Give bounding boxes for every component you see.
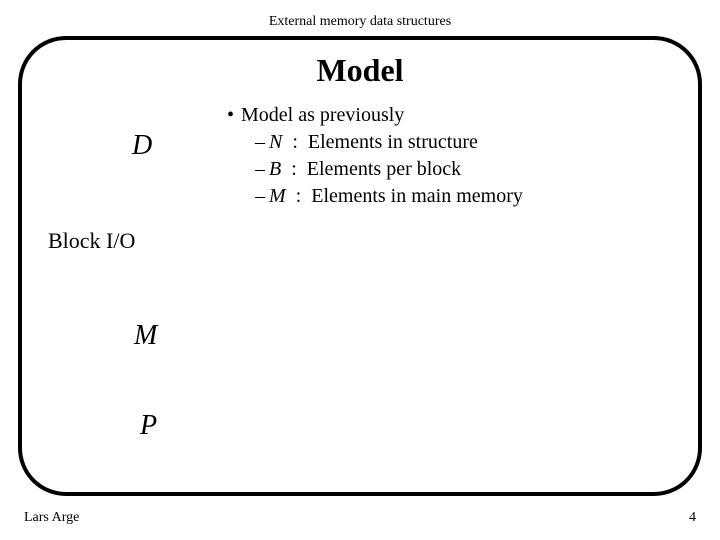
def-N-text: Elements in structure [308, 131, 478, 153]
diagram-label-M: M [134, 320, 157, 352]
bullet-lead-text: Model as previously [241, 104, 404, 126]
def-M: –M : Elements in main memory [227, 183, 523, 210]
sym-M: M [269, 185, 286, 207]
def-B-text: Elements per block [307, 158, 461, 180]
def-N: –N : Elements in structure [227, 129, 523, 156]
footer-page-number: 4 [689, 510, 696, 526]
slide-header: External memory data structures [0, 14, 720, 30]
diagram-label-block-io: Block I/O [48, 228, 135, 254]
slide-frame: Model •Model as previously –N : Elements… [18, 36, 702, 496]
bullet-lead: •Model as previously [227, 102, 523, 129]
slide-title: Model [22, 52, 698, 89]
footer-author: Lars Arge [24, 510, 79, 526]
bullet-list: •Model as previously –N : Elements in st… [227, 102, 523, 210]
sym-N: N [269, 131, 282, 153]
def-M-text: Elements in main memory [311, 185, 523, 207]
diagram-label-D: D [132, 130, 152, 162]
def-B: –B : Elements per block [227, 156, 523, 183]
diagram-label-P: P [140, 410, 157, 442]
sym-B: B [269, 158, 281, 180]
